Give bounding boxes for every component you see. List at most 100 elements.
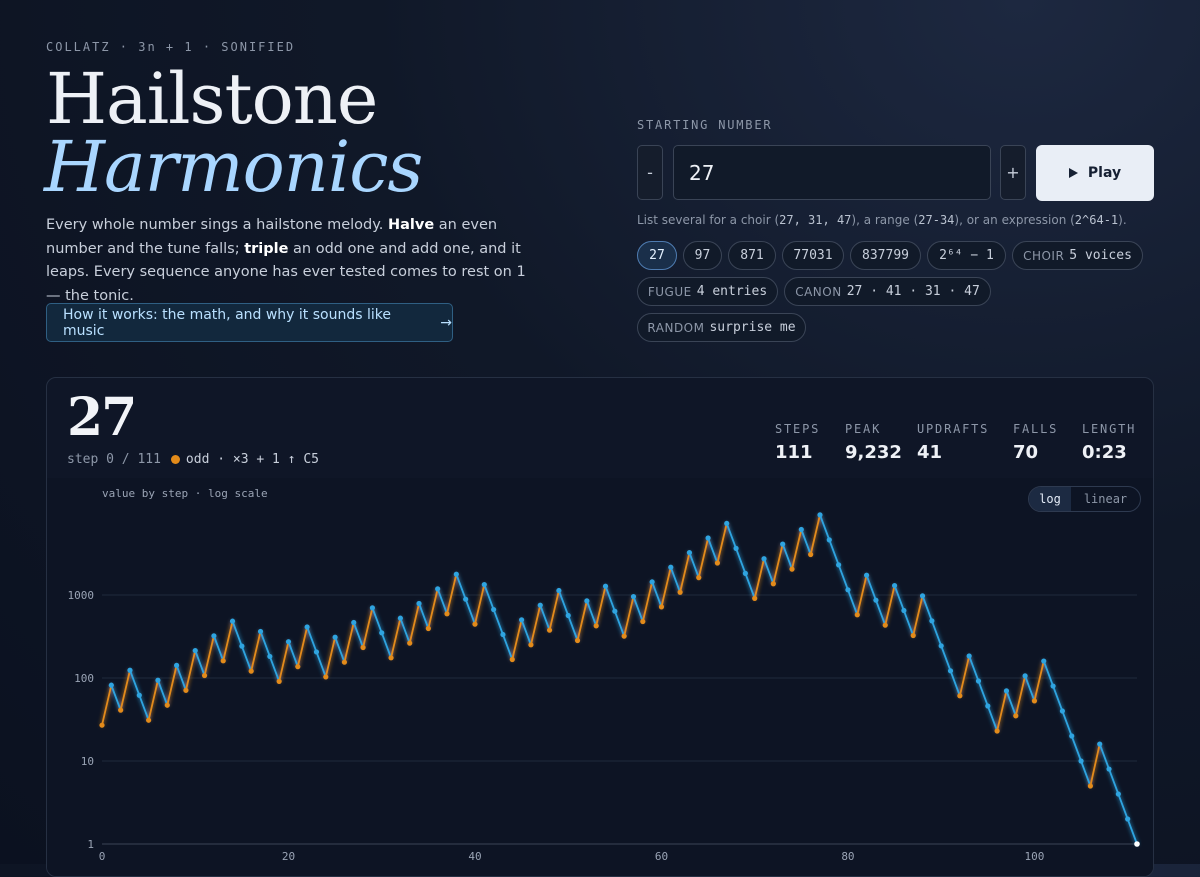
even-point: [257, 628, 264, 635]
fall-segment: [828, 538, 840, 566]
scale-linear-option[interactable]: linear: [1083, 492, 1128, 506]
odd-point: [528, 642, 534, 648]
odd-point: [770, 581, 776, 587]
even-point: [173, 662, 180, 668]
preset-chip-97[interactable]: 97: [683, 241, 722, 270]
even-point: [518, 617, 525, 623]
step-counter: step 0 / 111: [67, 452, 161, 467]
fall-segment: [287, 640, 299, 668]
fall-segment: [110, 684, 122, 712]
preset-chip-27[interactable]: 27: [637, 241, 677, 270]
odd-point: [276, 678, 282, 684]
even-point: [1097, 741, 1103, 747]
updraft-segment: [147, 679, 159, 722]
fall-segment: [651, 581, 663, 608]
even-point: [612, 608, 618, 614]
updraft-segment: [753, 557, 765, 600]
odd-point: [360, 644, 366, 651]
odd-point: [854, 612, 860, 618]
updraft-segment: [1089, 743, 1101, 787]
starting-number-input[interactable]: 27: [673, 145, 991, 200]
odd-step-dot-icon: [170, 455, 180, 464]
updraft-segment: [791, 528, 803, 571]
page-title-line1: Hailstone: [46, 58, 378, 140]
preset-chip-canon[interactable]: CANON 27 · 41 · 31 · 47: [784, 277, 991, 306]
even-point: [817, 512, 823, 518]
fall-segment: [464, 598, 476, 626]
odd-point: [341, 659, 348, 665]
updraft-segment: [958, 655, 971, 697]
even-point: [826, 537, 832, 543]
updraft-segment: [1014, 674, 1027, 717]
fall-segment: [613, 610, 626, 638]
updraft-segment: [185, 649, 197, 692]
play-button[interactable]: Play: [1036, 145, 1154, 201]
fall-segment: [1061, 710, 1073, 737]
starting-number-label: STARTING NUMBER: [637, 118, 773, 132]
fall-segment: [240, 645, 253, 673]
odd-point: [640, 618, 646, 625]
fall-segment: [194, 649, 206, 677]
preset-chip-77031[interactable]: 77031: [782, 241, 844, 270]
decrement-button[interactable]: -: [637, 145, 663, 200]
updraft-segment: [809, 513, 821, 556]
fall-segment: [921, 594, 933, 622]
eyebrow: COLLATZ · 3n + 1 · SONIFIED: [46, 40, 296, 54]
odd-point: [658, 604, 665, 610]
stat-length: LENGTH 0:23: [1082, 422, 1137, 463]
even-point: [1069, 733, 1075, 739]
even-point: [891, 582, 898, 589]
even-point: [127, 667, 133, 673]
fall-segment: [380, 631, 392, 659]
even-point: [584, 598, 590, 604]
updraft-segment: [203, 634, 215, 677]
odd-point: [220, 658, 226, 664]
step-detail: odd · ×3 + 1 ↑ C5: [185, 452, 319, 467]
even-point: [630, 593, 637, 600]
fall-segment: [688, 551, 700, 579]
preset-chip-871[interactable]: 871: [728, 241, 776, 270]
odd-point: [425, 625, 431, 632]
even-point: [668, 564, 674, 570]
even-point: [901, 607, 907, 614]
chart-subtitle: value by step · log scale: [102, 487, 268, 500]
even-point: [733, 545, 739, 551]
odd-point: [388, 655, 394, 661]
preset-chip-2-pow-64-minus-1[interactable]: 2⁶⁴ − 1: [927, 241, 1006, 270]
even-point: [1022, 673, 1028, 679]
updraft-segment: [912, 594, 924, 637]
preset-chip-random[interactable]: RANDOM surprise me: [637, 313, 806, 342]
updraft-segment: [697, 537, 709, 579]
scale-toggle[interactable]: log linear: [1028, 486, 1141, 512]
odd-point: [509, 656, 515, 663]
odd-point: [444, 611, 450, 617]
preset-chip-choir[interactable]: CHOIR 5 voices: [1012, 241, 1143, 270]
odd-point: [574, 637, 581, 644]
fall-segment: [604, 585, 616, 613]
x-tick-label: 80: [841, 850, 854, 863]
preset-chip-837799[interactable]: 837799: [850, 241, 921, 270]
x-tick-label: 100: [1024, 850, 1044, 863]
even-point: [397, 615, 403, 621]
increment-button[interactable]: +: [1000, 145, 1026, 200]
even-point: [1125, 816, 1131, 822]
even-point: [369, 605, 376, 611]
updraft-segment: [408, 602, 420, 645]
how-it-works-button[interactable]: How it works: the math, and why it sound…: [46, 303, 453, 342]
even-point: [938, 643, 944, 649]
preset-chip-fugue[interactable]: FUGUE 4 entries: [637, 277, 778, 306]
odd-point: [957, 693, 963, 699]
fall-segment: [315, 651, 327, 678]
fall-segment: [129, 669, 141, 697]
odd-point: [752, 595, 758, 601]
fall-segment: [632, 595, 644, 623]
fall-segment: [669, 566, 682, 594]
scale-log-option[interactable]: log: [1029, 487, 1071, 511]
x-tick-label: 20: [282, 850, 295, 863]
even-point: [966, 653, 972, 659]
updraft-segment: [119, 669, 131, 712]
even-point: [1078, 758, 1084, 764]
even-point: [304, 624, 310, 630]
fall-segment: [744, 572, 756, 600]
fall-segment: [157, 679, 169, 707]
